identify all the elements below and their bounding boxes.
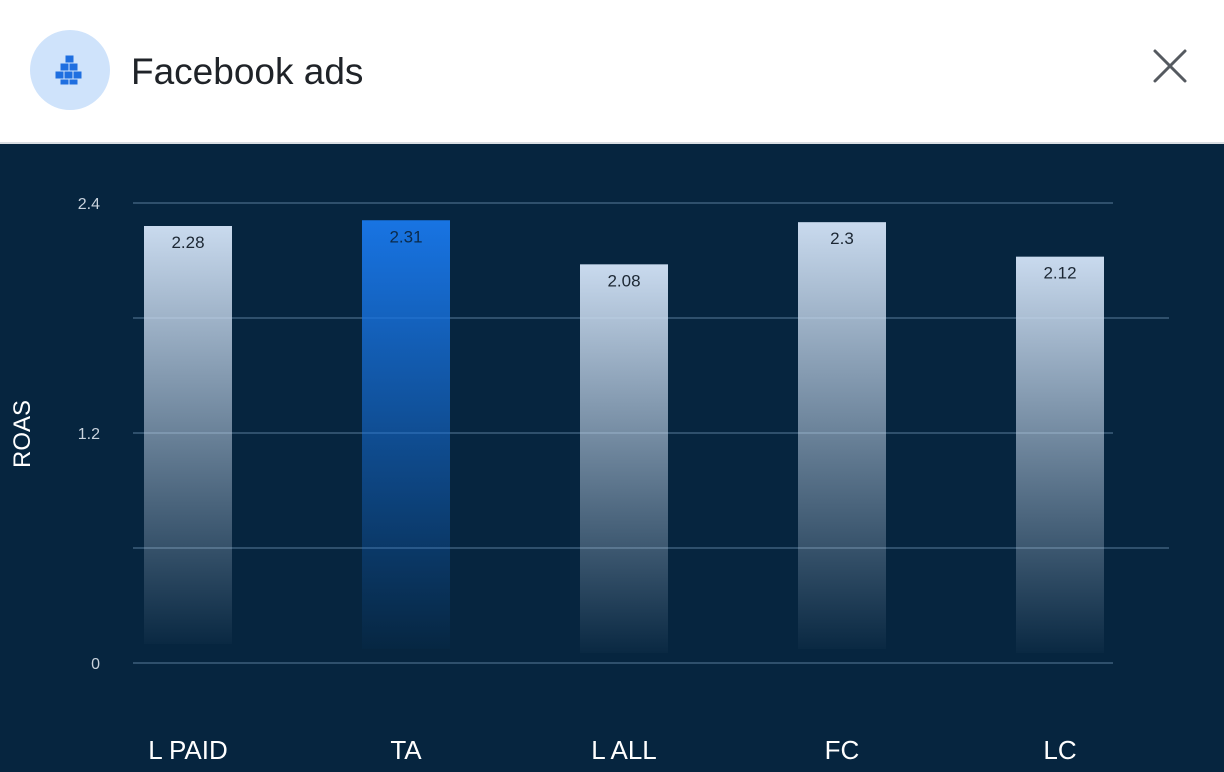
bar-l-all[interactable]	[580, 264, 668, 653]
x-tick-label: LC	[1043, 735, 1076, 765]
bar-l-paid[interactable]	[144, 226, 232, 644]
bar-value-label: 2.08	[607, 271, 640, 290]
roas-bar-chart: 0 1.2 2.4 2.28 2.31 2.08 2.3 2.12 L PAID TA L AL…	[9, 196, 1169, 765]
chart-panel: 0 1.2 2.4 2.28 2.31 2.08 2.3 2.12 L PAID TA L AL…	[0, 144, 1224, 772]
bar-lc[interactable]	[1016, 256, 1104, 653]
bar-value-label: 2.28	[171, 233, 204, 252]
bar-value-label: 2.3	[830, 229, 854, 248]
y-tick-label: 2.4	[78, 196, 100, 213]
y-tick-label: 1.2	[78, 426, 100, 443]
page-title: Facebook ads	[131, 51, 364, 92]
close-button[interactable]	[1148, 44, 1192, 88]
close-icon	[1153, 49, 1187, 83]
blocks-icon	[54, 54, 83, 86]
x-tick-label: TA	[390, 735, 422, 765]
y-tick-label: 0	[91, 656, 100, 673]
x-tick-label: L PAID	[148, 735, 227, 765]
x-tick-label: FC	[825, 735, 860, 765]
bar-value-label: 2.12	[1043, 264, 1076, 283]
y-axis-label: ROAS	[9, 400, 36, 468]
modal-header: Facebook ads	[0, 0, 1224, 144]
bar-value-label: 2.31	[389, 227, 422, 246]
bar-fc[interactable]	[798, 222, 886, 649]
x-tick-label: L ALL	[591, 735, 657, 765]
app-avatar	[30, 30, 110, 110]
bar-ta[interactable]	[362, 220, 450, 649]
